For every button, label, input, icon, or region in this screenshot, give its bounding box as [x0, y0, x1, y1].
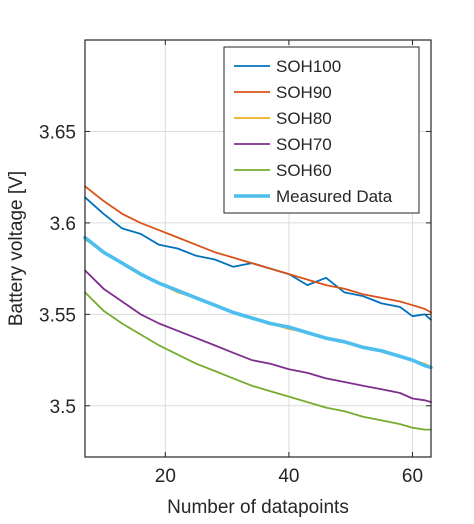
x-axis-label: Number of datapoints	[167, 497, 349, 518]
legend: SOH100 SOH90 SOH80 SOH70 SOH60 Measured Data	[223, 46, 420, 214]
legend-label: SOH90	[276, 83, 332, 102]
series-line-soh100	[84, 196, 432, 321]
plot-frame	[84, 39, 432, 458]
series-lines	[83, 185, 433, 431]
legend-label: SOH60	[276, 161, 332, 180]
y-axis-label: Battery voltage [V]	[6, 171, 27, 326]
x-tick-label: 20	[155, 466, 176, 487]
series-line-soh60	[84, 291, 432, 431]
axis-ticks: 20 40 60 3.5 3.55 3.6 3.65	[39, 40, 431, 487]
legend-box	[223, 46, 420, 214]
series-line-measured-data	[83, 235, 433, 370]
x-tick-label: 40	[278, 466, 299, 487]
legend-label: SOH100	[276, 57, 341, 76]
series-line-soh80	[84, 238, 432, 369]
x-tick-label: 60	[402, 466, 423, 487]
series-line-soh90	[84, 185, 432, 314]
legend-label: SOH80	[276, 109, 332, 128]
legend-label: SOH70	[276, 135, 332, 154]
y-tick-label: 3.55	[39, 305, 76, 326]
y-tick-label: 3.6	[50, 214, 76, 235]
y-tick-label: 3.5	[50, 397, 76, 418]
series-line-soh70	[84, 269, 432, 404]
legend-label: Measured Data	[276, 187, 393, 206]
y-tick-label: 3.65	[39, 122, 76, 143]
